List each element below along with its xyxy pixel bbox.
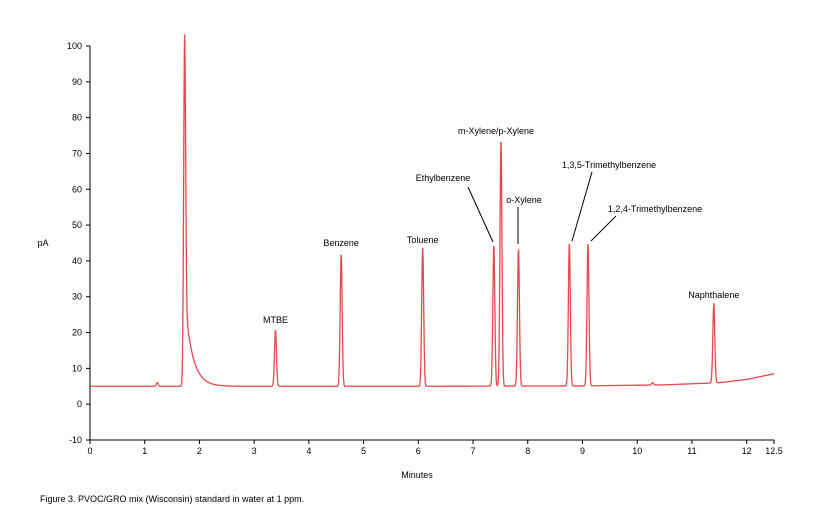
y-axis-title: pA <box>37 238 48 248</box>
x-tick-label: 0 <box>87 446 92 456</box>
peak-apex <box>340 254 342 257</box>
peak-apex <box>493 245 495 248</box>
y-tick-label: 50 <box>72 220 82 230</box>
x-tick-label: 4 <box>306 446 311 456</box>
peak-label: Benzene <box>323 238 359 248</box>
y-tick-label: 20 <box>72 328 82 338</box>
peak-label-leader <box>590 215 617 242</box>
y-tick-label: 100 <box>67 41 82 51</box>
trace-layer <box>89 34 775 387</box>
figure-caption: Figure 3. PVOC/GRO mix (Wisconsin) stand… <box>40 494 305 504</box>
y-tick-label: 10 <box>72 363 82 373</box>
chromatogram-trace <box>89 34 775 387</box>
y-tick-label: 90 <box>72 77 82 87</box>
x-tick-label: 6 <box>416 446 421 456</box>
x-tick-label: 12 <box>742 446 752 456</box>
x-tick-label: 1 <box>142 446 147 456</box>
x-tick-label: 11 <box>687 446 696 456</box>
x-tick-label: 3 <box>252 446 257 456</box>
x-axis-title: Minutes <box>401 470 433 480</box>
peak-apex <box>274 329 277 332</box>
peak-label: Toluene <box>407 235 439 245</box>
y-tick-label: 80 <box>72 113 82 123</box>
peak-label: Ethylbenzene <box>416 173 471 183</box>
x-tick-label: 10 <box>632 446 642 456</box>
peak-label-leader <box>467 186 494 243</box>
peak-apex <box>713 303 715 305</box>
x-tick-label: 2 <box>197 446 202 456</box>
x-tick-label: 5 <box>361 446 366 456</box>
peak-label: Naphthalene <box>688 290 739 300</box>
peak-label-leader <box>571 171 593 242</box>
x-tick-label: 9 <box>580 446 585 456</box>
peak-apex <box>183 34 186 37</box>
y-tick-label: 70 <box>72 148 82 158</box>
y-tick-label: 60 <box>72 184 82 194</box>
peak-apex <box>500 141 502 144</box>
peak-label: m-Xylene/p-Xylene <box>458 126 534 136</box>
y-tick-label: 40 <box>72 256 82 266</box>
peak-apex <box>568 243 571 246</box>
peak-label: 1,2,4-Trimethylbenzene <box>608 204 702 214</box>
x-tick-label: 7 <box>471 446 476 456</box>
peak-label: o-Xylene <box>506 195 542 205</box>
peak-labels: MTBE Benzene Toluene Ethylbenzene m-Xylene/p… <box>263 126 739 325</box>
y-tick-label: 0 <box>77 399 82 409</box>
peak-apex <box>421 247 424 250</box>
x-tick-label: 8 <box>525 446 530 456</box>
y-tick-label: -10 <box>69 435 82 445</box>
peak-label: MTBE <box>263 315 288 325</box>
peak-label: 1,3,5-Trimethylbenzene <box>562 160 656 170</box>
peak-apex <box>587 243 589 246</box>
y-tick-label: 30 <box>72 292 82 302</box>
x-tick-label: 12.5 <box>765 446 783 456</box>
peak-apex <box>517 249 520 251</box>
